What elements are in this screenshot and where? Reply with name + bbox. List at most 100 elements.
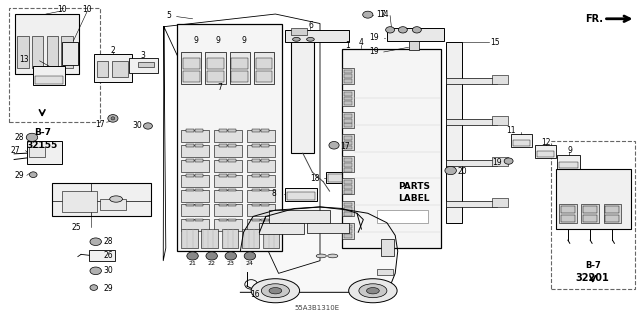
Bar — [61, 36, 73, 68]
Bar — [138, 63, 154, 67]
Bar — [604, 204, 621, 223]
Bar — [344, 123, 353, 127]
Bar — [228, 219, 236, 221]
Text: 32201: 32201 — [576, 273, 610, 283]
Ellipse shape — [367, 287, 380, 294]
Bar — [261, 130, 269, 132]
Text: 19: 19 — [492, 158, 502, 167]
Bar — [247, 175, 275, 187]
Bar — [236, 52, 251, 57]
Bar — [27, 141, 62, 164]
Ellipse shape — [329, 141, 339, 149]
Bar — [344, 234, 353, 238]
Bar — [220, 204, 227, 206]
Bar — [446, 78, 497, 84]
Text: 27: 27 — [11, 145, 20, 154]
Bar — [32, 36, 44, 68]
Text: 29: 29 — [15, 171, 24, 181]
Text: 7: 7 — [218, 83, 222, 92]
Text: 9: 9 — [567, 146, 572, 155]
Bar — [186, 130, 194, 132]
Bar — [214, 130, 243, 142]
Bar — [232, 71, 248, 82]
Bar — [228, 144, 236, 147]
Bar — [214, 204, 243, 216]
Bar — [342, 90, 354, 106]
Bar — [605, 215, 620, 222]
Ellipse shape — [504, 158, 513, 164]
Bar — [581, 204, 599, 223]
Ellipse shape — [111, 117, 115, 120]
Ellipse shape — [109, 196, 122, 202]
Ellipse shape — [398, 27, 407, 33]
Bar — [342, 49, 441, 248]
Bar — [557, 155, 580, 169]
Bar — [253, 52, 274, 84]
Bar — [344, 114, 353, 118]
Bar — [556, 169, 631, 229]
Bar — [344, 163, 353, 167]
Bar — [188, 52, 204, 57]
Bar — [17, 36, 29, 68]
Bar — [342, 68, 354, 84]
Bar — [211, 52, 226, 57]
Bar — [97, 62, 108, 77]
Bar — [181, 204, 209, 216]
Bar — [52, 183, 151, 216]
Bar — [342, 223, 354, 239]
Ellipse shape — [108, 115, 118, 122]
Bar — [183, 58, 200, 69]
Bar — [252, 219, 260, 221]
Bar — [409, 41, 419, 50]
Ellipse shape — [349, 279, 397, 303]
Bar — [214, 175, 243, 187]
Bar — [220, 144, 227, 147]
Text: 15: 15 — [490, 38, 500, 47]
Bar — [252, 174, 260, 177]
Bar — [207, 58, 224, 69]
Text: 25: 25 — [72, 223, 81, 232]
Text: 6: 6 — [308, 21, 313, 30]
Bar — [111, 62, 127, 77]
Text: 8: 8 — [272, 189, 276, 198]
Bar — [378, 269, 394, 275]
Text: 5: 5 — [166, 11, 172, 20]
Ellipse shape — [187, 252, 198, 260]
Bar — [186, 189, 194, 191]
Text: 9: 9 — [241, 36, 246, 45]
Bar — [47, 36, 58, 68]
Bar — [342, 112, 354, 128]
Bar — [220, 174, 227, 177]
Bar — [220, 104, 229, 111]
Bar — [181, 219, 209, 231]
Polygon shape — [241, 207, 397, 292]
Bar — [220, 159, 227, 162]
Bar — [186, 219, 194, 221]
Bar — [446, 201, 497, 207]
Bar — [550, 141, 635, 289]
Bar — [186, 159, 194, 162]
Text: 1: 1 — [345, 41, 350, 50]
Bar — [561, 206, 575, 213]
Bar — [247, 160, 275, 172]
Bar — [234, 46, 253, 58]
Text: 30: 30 — [104, 266, 113, 275]
Bar — [247, 145, 275, 157]
Bar — [177, 24, 282, 251]
Bar — [35, 76, 63, 84]
Text: 32155: 32155 — [26, 141, 58, 150]
Bar — [129, 58, 157, 72]
Ellipse shape — [26, 133, 38, 141]
Bar — [342, 134, 354, 150]
Bar — [181, 160, 209, 172]
Bar — [344, 185, 353, 189]
Text: 9: 9 — [216, 36, 221, 45]
Text: 17: 17 — [340, 142, 350, 151]
Bar — [252, 144, 260, 147]
Bar — [261, 144, 269, 147]
Ellipse shape — [90, 285, 98, 290]
Ellipse shape — [445, 167, 456, 175]
Bar — [513, 140, 530, 146]
Ellipse shape — [307, 37, 314, 41]
Bar — [181, 189, 209, 202]
